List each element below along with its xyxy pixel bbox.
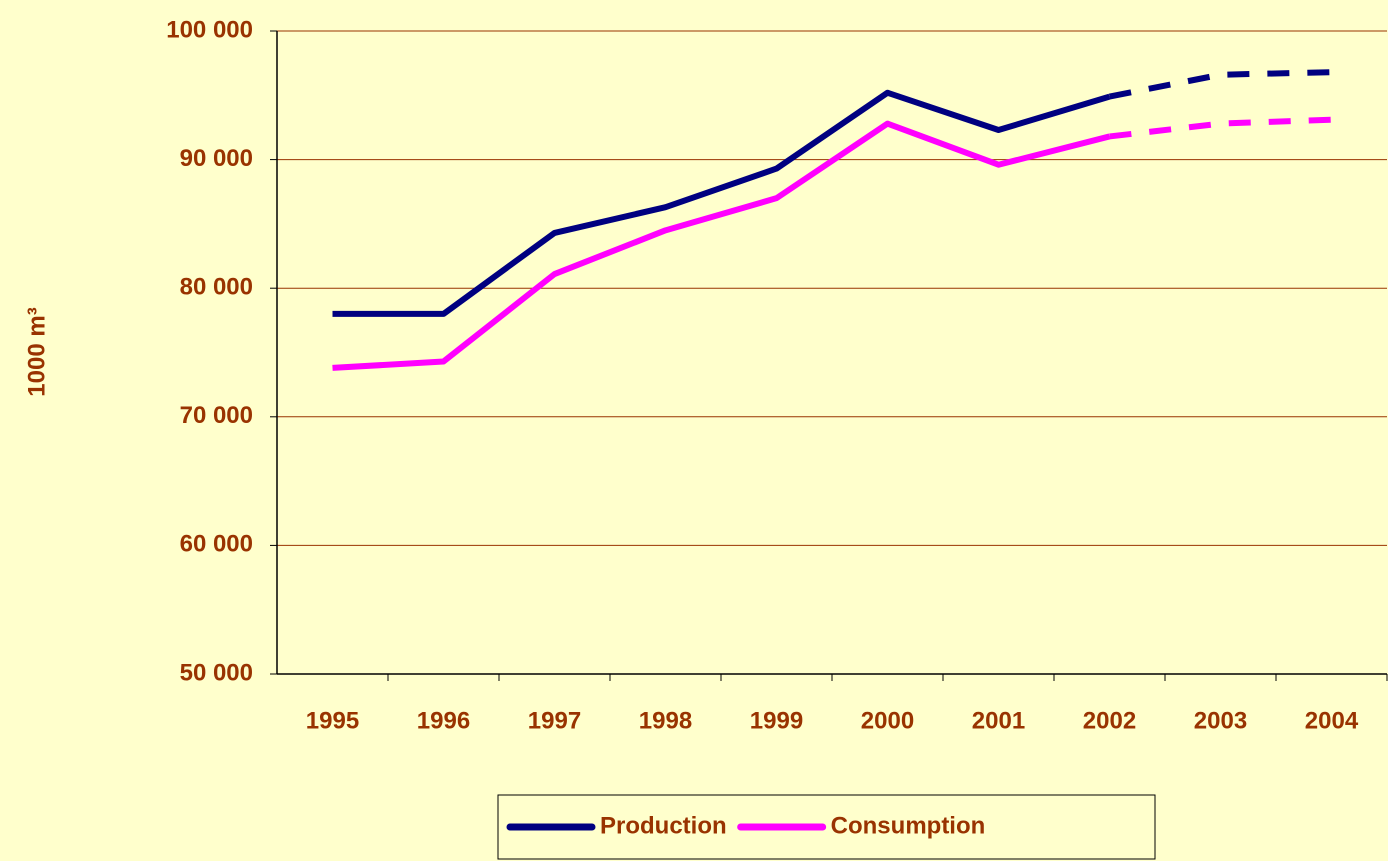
legend: Production Consumption <box>497 794 1156 860</box>
x-tick-label: 1995 <box>306 707 359 734</box>
legend-box <box>497 794 1156 860</box>
x-tick-label: 1996 <box>417 707 470 734</box>
y-tick-label: 60 000 <box>180 531 253 558</box>
x-tick-label: 2000 <box>861 707 914 734</box>
series-line <box>332 89 1111 317</box>
x-tick-label: 1999 <box>750 707 803 734</box>
y-tick-label: 70 000 <box>180 402 253 429</box>
y-tick-label: 100 000 <box>166 16 253 43</box>
legend-label: Production <box>600 812 727 839</box>
x-tick-label: 2001 <box>972 707 1025 734</box>
x-tick-label: 2004 <box>1305 707 1359 734</box>
x-tick-label: 2002 <box>1083 707 1136 734</box>
legend-label: Consumption <box>831 812 986 839</box>
series-line <box>332 120 1111 371</box>
x-tick-label: 2003 <box>1194 707 1247 734</box>
y-tick-label: 80 000 <box>180 274 253 301</box>
x-tick-label: 1997 <box>528 707 581 734</box>
y-tick-label: 50 000 <box>180 659 253 686</box>
y-tick-label: 90 000 <box>180 145 253 172</box>
y-axis-title: 1000 m³ <box>23 307 50 396</box>
x-tick-label: 1998 <box>639 707 692 734</box>
